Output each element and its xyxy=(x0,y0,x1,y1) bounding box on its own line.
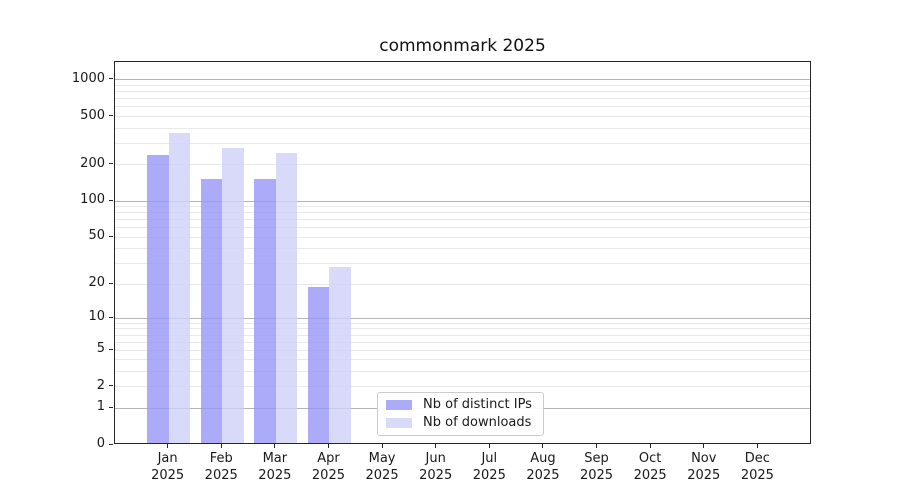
y-gridline-minor xyxy=(115,236,810,238)
y-tick-label: 200 xyxy=(80,155,105,171)
y-gridline-minor xyxy=(115,219,810,221)
y-gridline-minor xyxy=(115,164,810,166)
y-gridline-minor xyxy=(115,263,810,265)
x-tick-mark xyxy=(381,444,383,448)
y-gridline-minor xyxy=(115,328,810,330)
x-tick-mark xyxy=(435,444,437,448)
chart-title: commonmark 2025 xyxy=(379,36,546,56)
y-gridline-minor xyxy=(115,116,810,118)
y-gridline-major xyxy=(115,200,810,202)
y-tick-label: 2 xyxy=(96,377,105,393)
y-tick-label: 0 xyxy=(96,436,105,451)
legend-swatch-downloads xyxy=(386,418,412,428)
x-tick-mark xyxy=(167,444,169,448)
bar-mar-distinct-ips xyxy=(254,179,276,443)
y-tick-label: 50 xyxy=(88,228,105,244)
x-tick-label: Nov 2025 xyxy=(687,451,721,483)
x-tick-mark xyxy=(220,444,222,448)
legend-item-downloads: Nb of downloads xyxy=(386,415,535,431)
y-tick-label: 20 xyxy=(88,275,105,291)
y-gridline-minor xyxy=(115,212,810,214)
y-gridline-minor xyxy=(115,283,810,285)
bar-apr-distinct-ips xyxy=(307,287,330,443)
y-tick-label: 500 xyxy=(80,107,105,123)
x-tick-label: Jul 2025 xyxy=(472,451,506,483)
bar-apr-downloads xyxy=(329,266,351,443)
y-tick-label: 10 xyxy=(88,309,105,325)
y-tick-label: 100 xyxy=(80,192,105,208)
bars-layer xyxy=(115,62,810,443)
bar-feb-distinct-ips xyxy=(200,178,223,443)
y-gridline-minor xyxy=(115,248,810,250)
y-gridline-minor xyxy=(115,334,810,336)
x-tick-mark xyxy=(327,444,329,448)
y-gridline-minor xyxy=(115,206,810,208)
y-gridline-minor xyxy=(115,371,810,373)
y-gridline-major xyxy=(115,79,810,81)
y-gridline-minor xyxy=(115,349,810,351)
x-tick-label: Oct 2025 xyxy=(633,451,667,483)
y-tick-mark xyxy=(109,163,113,165)
y-gridline-minor xyxy=(115,386,810,388)
y-tick-label: 1 xyxy=(96,399,105,415)
x-tick-mark xyxy=(274,444,276,448)
y-gridline-minor xyxy=(115,322,810,324)
y-gridline-minor xyxy=(115,98,810,100)
x-tick-label: Dec 2025 xyxy=(740,451,774,483)
y-gridline-minor xyxy=(115,91,810,93)
y-gridline-minor xyxy=(115,341,810,343)
x-tick-label: Aug 2025 xyxy=(526,451,560,483)
y-tick-label: 1000 xyxy=(71,70,105,86)
y-gridline-minor xyxy=(115,106,810,108)
x-tick-label: Mar 2025 xyxy=(258,451,292,483)
y-tick-mark xyxy=(109,443,113,445)
bar-feb-downloads xyxy=(222,147,244,443)
y-gridline-minor xyxy=(115,359,810,361)
x-tick-mark xyxy=(756,444,758,448)
y-tick-mark xyxy=(109,235,113,237)
x-tick-label: Sep 2025 xyxy=(579,451,614,483)
y-gridline-minor xyxy=(115,142,810,144)
plot-area xyxy=(114,61,811,444)
bar-jan-downloads xyxy=(168,132,191,443)
y-tick-label: 5 xyxy=(96,341,105,357)
x-tick-mark xyxy=(703,444,705,448)
x-tick-mark xyxy=(596,444,598,448)
legend-item-distinct-ips: Nb of distinct IPs xyxy=(386,397,535,413)
legend: Nb of distinct IPs Nb of downloads xyxy=(377,392,544,436)
y-tick-mark xyxy=(109,406,113,408)
y-tick-mark xyxy=(109,199,113,201)
x-tick-label: Feb 2025 xyxy=(204,451,238,483)
x-tick-label: Jan 2025 xyxy=(151,451,185,483)
y-gridline-minor xyxy=(115,85,810,87)
legend-swatch-distinct-ips xyxy=(386,400,412,410)
gridlines-layer xyxy=(115,62,810,443)
x-tick-mark xyxy=(488,444,490,448)
legend-label-downloads: Nb of downloads xyxy=(423,415,532,430)
x-tick-label: Jun 2025 xyxy=(419,451,453,483)
y-tick-mark xyxy=(109,385,113,387)
bar-mar-downloads xyxy=(275,153,298,443)
x-tick-mark xyxy=(649,444,651,448)
y-tick-mark xyxy=(109,282,113,284)
y-gridline-major xyxy=(115,317,810,319)
x-tick-label: May 2025 xyxy=(365,451,399,483)
y-gridline-minor xyxy=(115,227,810,229)
y-tick-mark xyxy=(109,78,113,80)
x-tick-label: Apr 2025 xyxy=(311,451,345,483)
y-tick-mark xyxy=(109,348,113,350)
bar-jan-distinct-ips xyxy=(147,154,169,443)
x-tick-mark xyxy=(542,444,544,448)
y-gridline-minor xyxy=(115,127,810,129)
legend-label-distinct-ips: Nb of distinct IPs xyxy=(423,397,532,412)
y-tick-mark xyxy=(109,115,113,117)
y-tick-mark xyxy=(109,316,113,318)
